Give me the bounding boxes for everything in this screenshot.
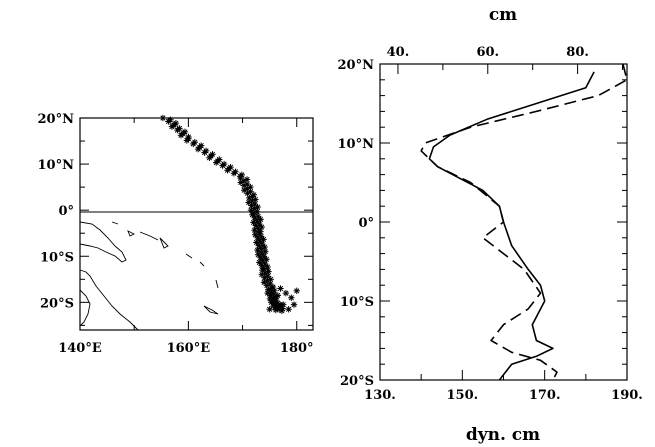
solid-series-line xyxy=(428,71,595,381)
track-marker xyxy=(177,132,185,139)
coastlines xyxy=(79,221,219,331)
profile-tick-labels: 130. 150. 170. 190. 40. 60. 80. 20°N 10°N 0° 10°S 2… xyxy=(338,45,643,403)
track-marker xyxy=(271,296,279,304)
coastline-islands-3 xyxy=(159,237,169,249)
coastline-australia-inner xyxy=(79,289,91,327)
bottom-x-tick-label: 130. xyxy=(364,388,396,403)
coastline-australia xyxy=(79,269,139,331)
track-marker xyxy=(165,118,172,125)
map-track-markers xyxy=(159,114,300,314)
track-marker xyxy=(254,251,262,258)
coastline-islands-5 xyxy=(199,261,205,267)
top-axis-title: cm xyxy=(489,5,517,25)
track-marker xyxy=(190,140,197,148)
profile-y-tick-label: 20°N xyxy=(338,58,375,73)
track-marker xyxy=(247,206,255,214)
track-marker xyxy=(278,307,286,314)
track-marker xyxy=(277,285,284,292)
map-y-tick-label: 10°N xyxy=(38,158,75,173)
track-marker xyxy=(249,211,256,218)
map-frame xyxy=(79,117,314,331)
track-marker xyxy=(224,167,231,174)
bottom-x-tick-label: 170. xyxy=(529,388,561,403)
profile-y-tick-label: 0° xyxy=(358,216,374,231)
track-marker xyxy=(168,123,176,130)
coastline-islands-4 xyxy=(185,253,193,259)
map-x-tick-label: 140°E xyxy=(58,341,102,356)
profile-y-tick-label: 10°N xyxy=(338,137,375,152)
track-marker xyxy=(251,226,258,234)
bottom-x-tick-label: 190. xyxy=(611,388,643,403)
track-marker xyxy=(219,162,226,169)
track-marker xyxy=(174,126,181,134)
track-marker xyxy=(290,301,298,308)
coastline-islands-1 xyxy=(127,230,136,237)
track-marker xyxy=(259,240,266,248)
track-marker xyxy=(256,259,263,266)
dashed-series-line xyxy=(420,63,628,381)
track-marker xyxy=(274,292,281,299)
coastline-islands-6 xyxy=(215,279,219,289)
top-x-tick-label: 80. xyxy=(566,45,589,60)
profile-ticks xyxy=(379,63,628,381)
coastline-islands-2 xyxy=(139,231,159,241)
coastline-islands-7 xyxy=(111,221,119,225)
profile-panel: cm dyn. cm 130. 150. 170. 190. 40. 60. 80. 20°N… xyxy=(338,5,643,445)
profile-y-tick-label: 10°S xyxy=(340,295,374,310)
coastline-new-caledonia xyxy=(203,305,219,315)
track-marker xyxy=(285,306,292,313)
track-marker xyxy=(279,301,287,308)
map-x-tick-label: 180° xyxy=(280,341,314,356)
profile-y-tick-label: 20°S xyxy=(340,374,374,389)
bottom-axis-title: dyn. cm xyxy=(466,425,540,445)
track-marker xyxy=(288,294,295,301)
map-y-tick-label: 20°S xyxy=(40,296,74,311)
map-x-tick-label: 160°E xyxy=(167,341,211,356)
track-marker xyxy=(282,289,290,297)
track-marker xyxy=(201,149,208,156)
map-panel: 140°E 160°E 180° 20°N 10°N 0° 10°S 20°S xyxy=(38,112,314,356)
profile-series xyxy=(420,63,628,381)
track-marker xyxy=(159,114,167,122)
map-ticks xyxy=(79,117,313,330)
track-marker xyxy=(260,279,268,286)
track-marker xyxy=(252,231,259,238)
coastline-new-guinea xyxy=(79,221,127,263)
map-tick-labels: 140°E 160°E 180° 20°N 10°N 0° 10°S 20°S xyxy=(38,112,314,356)
map-y-tick-label: 20°N xyxy=(38,112,75,127)
bottom-x-tick-label: 150. xyxy=(446,388,478,403)
track-marker xyxy=(230,170,238,177)
track-marker xyxy=(254,246,261,254)
track-marker xyxy=(212,159,220,166)
track-marker xyxy=(183,137,191,144)
track-marker xyxy=(251,214,258,222)
track-marker xyxy=(266,306,273,313)
top-x-tick-label: 40. xyxy=(387,45,410,60)
map-y-tick-label: 0° xyxy=(58,204,74,219)
top-x-tick-label: 60. xyxy=(476,45,499,60)
track-marker xyxy=(293,287,300,295)
track-marker xyxy=(206,154,213,161)
track-marker xyxy=(272,306,279,314)
track-marker xyxy=(194,145,202,153)
map-y-tick-label: 10°S xyxy=(40,250,74,265)
